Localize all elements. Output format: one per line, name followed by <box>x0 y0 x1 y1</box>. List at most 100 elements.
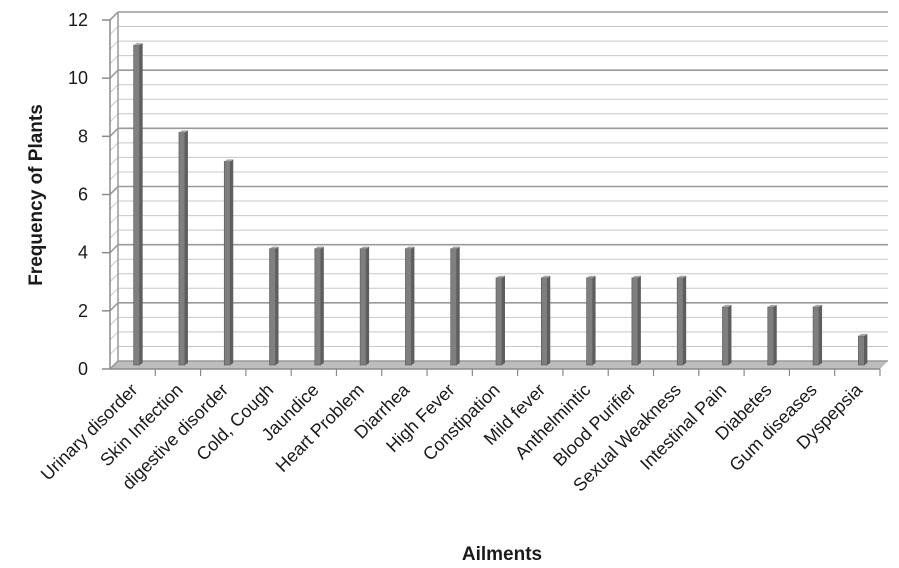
bar-top <box>133 43 143 46</box>
y-tick-label: 4 <box>78 243 88 263</box>
bar <box>269 246 279 366</box>
bar-front <box>405 248 412 366</box>
bar-side <box>275 246 279 365</box>
bar-top <box>450 246 460 249</box>
bar-top <box>541 275 551 278</box>
y-tick-label: 10 <box>68 68 88 88</box>
bar-front <box>359 248 367 366</box>
bar <box>223 159 234 366</box>
side-grid-line <box>109 229 119 239</box>
bar-front <box>767 306 775 366</box>
y-tick-label: 12 <box>68 10 88 30</box>
bar-front <box>722 306 729 366</box>
bar-side <box>728 304 732 365</box>
side-grid-line <box>109 185 119 196</box>
bar <box>314 246 324 366</box>
bar <box>586 275 596 366</box>
bar <box>178 130 188 366</box>
bar <box>540 275 551 366</box>
bar-front <box>540 277 548 366</box>
bar <box>676 275 687 366</box>
side-grid-line <box>109 287 119 297</box>
side-grid-line <box>109 346 119 355</box>
side-grid-line <box>109 26 119 35</box>
y-tick-label: 2 <box>78 301 88 321</box>
bar-side <box>366 246 370 365</box>
bar-side <box>637 275 641 365</box>
bar-top <box>269 246 279 249</box>
y-tick-label: 0 <box>78 359 88 379</box>
bar-top <box>496 275 505 278</box>
bar-front <box>812 306 820 366</box>
bar-top <box>360 246 370 249</box>
bar-top <box>858 333 868 336</box>
bar <box>858 333 868 366</box>
bar <box>450 246 460 366</box>
bar-front <box>631 277 639 366</box>
side-grid-line <box>109 258 119 268</box>
y-tick-labels: 0 2 4 6 8 10 12 <box>68 10 88 379</box>
bar-top <box>813 304 823 307</box>
side-grid-line <box>109 11 119 21</box>
bar-side <box>592 275 596 365</box>
y-tick-label: 6 <box>78 185 88 205</box>
bar-front <box>178 132 186 366</box>
bar-front <box>858 335 865 366</box>
bar-top <box>767 304 777 307</box>
side-grid-line <box>109 98 119 108</box>
side-grid-line <box>109 244 119 254</box>
bar-side <box>320 246 324 365</box>
bar-side <box>683 275 687 365</box>
bar-top <box>178 130 188 133</box>
bar-top <box>722 304 732 307</box>
bar-side <box>773 304 777 365</box>
bar-top <box>405 246 415 249</box>
side-grid-line <box>109 360 119 370</box>
bar <box>405 246 415 366</box>
bar-front <box>223 161 231 366</box>
bar-side <box>139 43 143 365</box>
side-grid-line <box>109 127 119 137</box>
bar-top <box>314 246 324 249</box>
bar <box>495 275 505 366</box>
side-grid-line <box>109 273 119 283</box>
bar-side <box>547 275 551 365</box>
bar-side <box>230 159 234 365</box>
bar-front <box>676 277 684 366</box>
bar <box>133 43 143 366</box>
side-grid-line <box>109 55 119 64</box>
bar-side <box>411 246 415 365</box>
bar-top <box>224 159 234 162</box>
side-grid-line <box>109 302 119 312</box>
side-grid-line <box>109 142 119 152</box>
bar-front <box>269 248 276 366</box>
bars <box>133 43 868 366</box>
bar-top <box>586 275 596 278</box>
bar-top <box>631 275 641 278</box>
side-grid-line <box>109 69 119 79</box>
y-tick-label: 8 <box>78 126 88 146</box>
bar <box>631 275 641 366</box>
bar-top <box>677 275 687 278</box>
bar-front <box>586 277 593 366</box>
bar-front <box>314 248 322 366</box>
bar-side <box>184 130 188 365</box>
bar-side <box>864 333 868 365</box>
side-grid-line <box>109 215 119 224</box>
side-grid-line <box>109 317 119 326</box>
y-axis-title: Frequency of Plants <box>26 104 47 286</box>
side-grid-line <box>109 40 119 50</box>
side-grid-line <box>109 113 119 123</box>
bar <box>767 304 777 366</box>
axes <box>102 12 881 376</box>
x-axis-title: Ailments <box>462 544 542 565</box>
bar-front <box>495 277 503 366</box>
side-grid-line <box>109 84 119 94</box>
bar-front <box>450 248 458 366</box>
bar-side <box>819 304 823 365</box>
bar-side <box>456 246 460 365</box>
bar <box>812 304 823 366</box>
side-grid-line <box>109 200 119 210</box>
bar <box>359 246 370 366</box>
